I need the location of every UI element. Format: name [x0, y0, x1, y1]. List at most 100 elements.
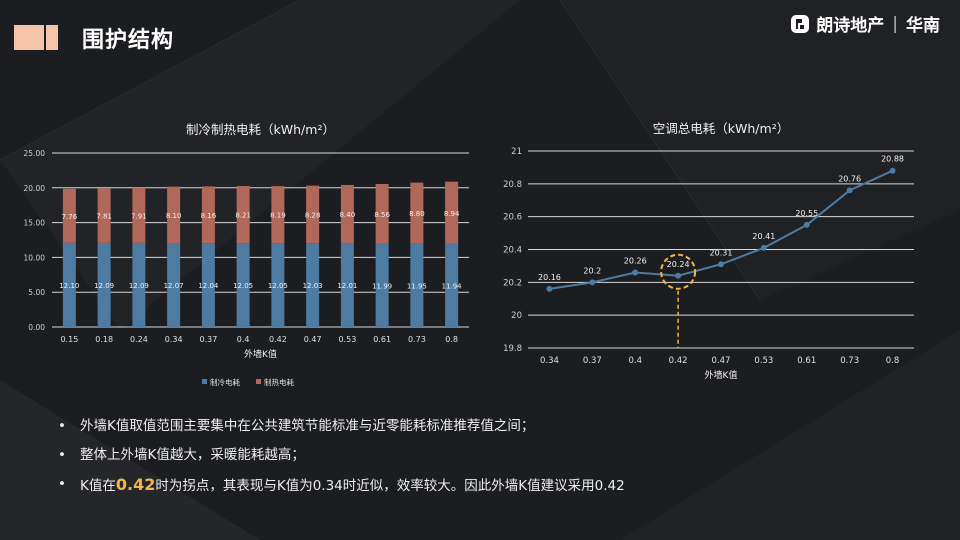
- data-point: [632, 269, 639, 276]
- data-label: 20.16: [538, 273, 561, 282]
- data-point: [803, 221, 810, 228]
- x-tick-label: 0.37: [199, 335, 217, 344]
- data-label: 20.31: [710, 248, 733, 257]
- x-tick-label: 0.42: [269, 335, 287, 344]
- data-label: 8.40: [340, 211, 356, 219]
- data-label: 8.80: [409, 210, 425, 218]
- x-tick-label: 0.42: [669, 356, 688, 366]
- data-label: 20.2: [583, 266, 601, 275]
- data-label: 11.95: [407, 282, 427, 290]
- data-point: [675, 272, 682, 279]
- x-tick-label: 0.24: [130, 335, 148, 344]
- bullet-item: • 整体上外墙K值越大，采暖能耗越高；: [58, 441, 625, 470]
- x-tick-label: 0.53: [754, 356, 773, 366]
- title-accent-blocks: [14, 25, 58, 50]
- cooling-bar: [97, 242, 111, 327]
- bullet-highlight-value: 0.42: [115, 475, 156, 494]
- data-label: 20.88: [881, 155, 904, 164]
- chart-title: 空调总电耗（kWh/m²）: [653, 121, 789, 136]
- y-tick-label: 20.4: [503, 246, 522, 256]
- x-tick-label: 0.18: [95, 335, 113, 344]
- heating-bar: [167, 186, 181, 243]
- x-tick-label: 0.61: [373, 335, 391, 344]
- legend-swatch: [202, 379, 207, 384]
- data-label: 8.94: [444, 210, 460, 218]
- data-label: 11.94: [442, 282, 463, 290]
- y-tick-label: 19.8: [503, 344, 522, 354]
- data-label: 20.24: [667, 260, 690, 269]
- heating-bar: [62, 188, 76, 243]
- x-tick-label: 0.73: [408, 335, 426, 344]
- data-label: 12.04: [198, 282, 219, 290]
- data-label: 12.10: [59, 282, 79, 290]
- bullet-item: • K值在0.42时为拐点，其表现与K值为0.34时近似，效率较大。因此外墙K值…: [58, 470, 625, 499]
- data-point: [718, 261, 724, 268]
- heating-bar: [271, 186, 285, 244]
- data-label: 20.41: [752, 232, 775, 241]
- brand-separator: |: [892, 13, 898, 34]
- cooling-bar: [306, 243, 320, 327]
- brand-name: 朗诗地产: [816, 16, 885, 36]
- bullet-dot: •: [58, 476, 66, 492]
- data-point: [760, 244, 767, 251]
- bullet-item: • 外墙K值取值范围主要集中在公共建筑节能标准与近零能耗标准推荐值之间；: [58, 412, 625, 441]
- data-label: 8.10: [166, 212, 182, 220]
- legend-label: 制热电耗: [264, 377, 294, 387]
- data-label: 12.09: [129, 282, 149, 290]
- cooling-bar: [271, 243, 285, 327]
- x-tick-label: 0.8: [445, 335, 458, 344]
- bullet-text-suffix: 时为拐点，其表现与K值为0.34时近似，效率较大。因此外墙K值建议采用0.42: [155, 478, 625, 494]
- data-label: 12.09: [94, 282, 114, 290]
- data-point: [889, 167, 896, 174]
- brand-logo: 朗诗地产 | 华南: [790, 11, 940, 36]
- data-label: 8.16: [201, 212, 217, 220]
- brand-region: 华南: [906, 16, 940, 36]
- x-tick-label: 0.61: [797, 356, 816, 366]
- data-label: 12.05: [233, 282, 253, 290]
- data-label: 7.91: [131, 212, 147, 220]
- legend-label: 制冷电耗: [210, 377, 240, 387]
- cooling-bar: [410, 243, 424, 327]
- heating-bar: [306, 185, 320, 244]
- legend-swatch: [256, 379, 261, 384]
- x-tick-label: 0.37: [583, 356, 602, 366]
- y-tick-label: 20.2: [503, 278, 522, 288]
- bullet-dot: •: [58, 418, 66, 434]
- x-tick-label: 0.34: [165, 335, 183, 344]
- accent-block-large: [14, 25, 44, 50]
- data-label: 11.99: [372, 282, 392, 290]
- data-label: 7.76: [62, 213, 78, 221]
- data-label: 8.56: [374, 211, 390, 219]
- x-tick-label: 0.8: [886, 356, 900, 366]
- y-tick-label: 25.00: [24, 149, 46, 158]
- heating-bar: [445, 181, 459, 244]
- data-label: 12.01: [337, 282, 357, 290]
- y-tick-label: 10.00: [24, 253, 46, 262]
- x-axis-title: 外墙K值: [244, 348, 277, 360]
- data-label: 12.05: [268, 282, 288, 290]
- page-title: 围护结构: [82, 28, 175, 53]
- y-tick-label: 0.00: [28, 323, 45, 332]
- data-label: 8.21: [235, 212, 251, 220]
- cooling-bar: [445, 243, 459, 327]
- y-tick-label: 20.8: [503, 180, 522, 190]
- cooling-bar: [62, 242, 76, 327]
- cooling-bar: [340, 243, 354, 327]
- heating-bar: [201, 186, 215, 244]
- x-tick-label: 0.73: [840, 356, 859, 366]
- highlight-circle: [660, 253, 697, 290]
- data-point: [546, 285, 553, 292]
- data-point: [846, 187, 853, 194]
- bullet-text: 整体上外墙K值越大，采暖能耗越高；: [80, 447, 305, 463]
- bullet-text-prefix: K值在: [80, 478, 116, 494]
- y-tick-label: 20.00: [24, 184, 46, 193]
- x-tick-label: 0.15: [60, 335, 78, 344]
- x-tick-label: 0.34: [540, 356, 559, 366]
- heating-bar: [375, 183, 389, 244]
- cooling-bar: [201, 243, 215, 327]
- data-label: 20.55: [795, 209, 818, 218]
- x-tick-label: 0.4: [237, 335, 250, 344]
- accent-block-small: [46, 25, 58, 50]
- y-tick-label: 20: [511, 311, 522, 321]
